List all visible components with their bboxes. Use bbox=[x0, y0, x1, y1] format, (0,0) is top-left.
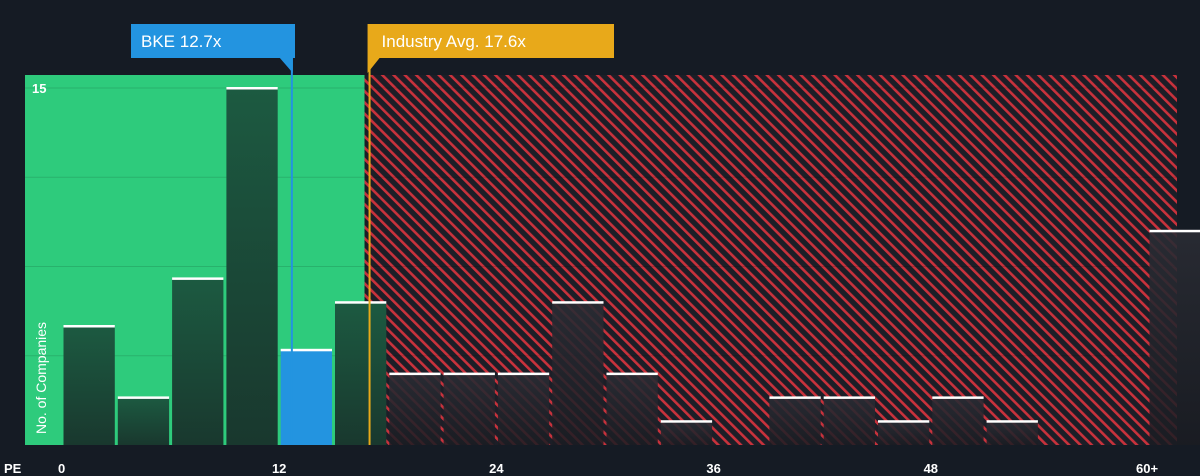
bar-cap bbox=[172, 277, 224, 280]
bar-cap bbox=[878, 420, 930, 423]
histogram-bar bbox=[823, 397, 875, 445]
x-tick-label: 60+ bbox=[1136, 461, 1158, 476]
histogram-bar bbox=[497, 373, 550, 445]
bar-cap bbox=[280, 348, 332, 352]
bar-cap bbox=[1149, 229, 1200, 233]
industry-callout-box bbox=[367, 24, 614, 73]
x-tick-label: 12 bbox=[272, 461, 286, 476]
bar-cap bbox=[769, 396, 821, 399]
bar-cap bbox=[443, 372, 495, 376]
histogram-bar bbox=[552, 302, 604, 445]
histogram-bar-highlight bbox=[280, 349, 332, 445]
x-tick-label: 24 bbox=[489, 461, 504, 476]
bar-cap bbox=[335, 301, 387, 304]
histogram-bars bbox=[63, 88, 1200, 445]
bar-cap bbox=[823, 396, 875, 399]
histogram-bar bbox=[172, 278, 224, 445]
x-tick-label: 48 bbox=[924, 461, 938, 476]
histogram-bar bbox=[769, 397, 821, 445]
histogram-bar bbox=[660, 421, 713, 445]
histogram-bar bbox=[117, 397, 170, 445]
y-axis-label: No. of Companies bbox=[33, 322, 49, 434]
bar-cap bbox=[497, 372, 550, 376]
histogram-bar bbox=[226, 88, 278, 445]
industry-callout-label: Industry Avg. 17.6x bbox=[382, 32, 527, 51]
x-axis-ticks: 0 12 24 36 48 60+ bbox=[58, 461, 1158, 476]
bar-cap bbox=[606, 372, 658, 376]
histogram-bar bbox=[932, 397, 984, 445]
y-tick-label: 15 bbox=[32, 81, 46, 96]
histogram-bar bbox=[986, 421, 1038, 445]
histogram-bar bbox=[443, 373, 495, 445]
histogram-bar bbox=[878, 421, 930, 445]
bar-cap bbox=[552, 301, 604, 304]
company-callout-box bbox=[131, 24, 295, 73]
industry-callout: Industry Avg. 17.6x bbox=[367, 24, 614, 73]
bar-caps bbox=[63, 87, 1200, 423]
bar-cap bbox=[660, 420, 713, 423]
histogram-bar bbox=[389, 373, 441, 445]
x-tick-label: 36 bbox=[706, 461, 720, 476]
histogram-bar bbox=[63, 326, 115, 445]
bar-cap bbox=[986, 420, 1038, 423]
histogram-bar bbox=[335, 302, 387, 445]
x-tick-label: 0 bbox=[58, 461, 65, 476]
bar-cap bbox=[117, 396, 170, 399]
y-axis-ticks: 15 bbox=[32, 81, 46, 96]
bar-cap bbox=[63, 325, 115, 328]
x-axis-label: PE bbox=[4, 461, 22, 476]
bar-cap bbox=[226, 87, 278, 90]
company-callout-label: BKE 12.7x bbox=[141, 32, 222, 51]
histogram-bar bbox=[606, 373, 658, 445]
company-callout: BKE 12.7x bbox=[131, 24, 295, 73]
histogram-bar bbox=[1149, 230, 1200, 445]
bar-cap bbox=[932, 396, 984, 399]
bar-cap bbox=[389, 372, 441, 376]
